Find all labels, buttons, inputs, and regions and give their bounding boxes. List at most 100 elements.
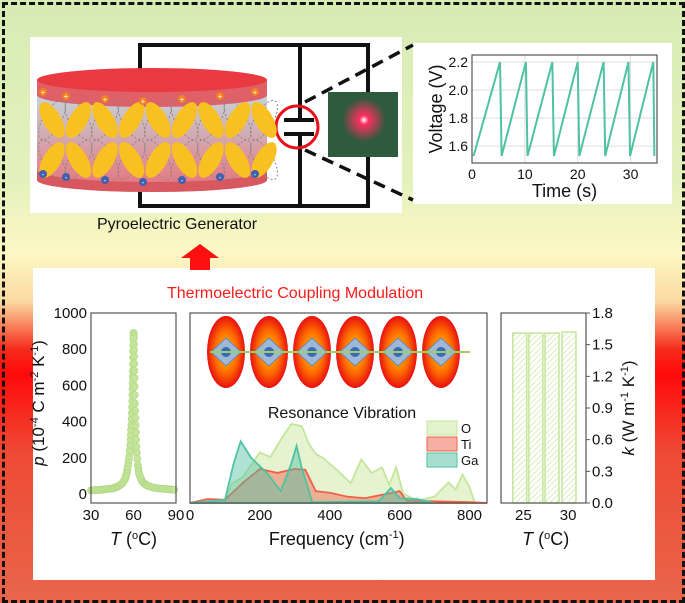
legend-swatch-ti [426,436,458,452]
plus-sign: + [218,92,223,101]
dipole [171,142,198,178]
series-o-area [189,422,477,504]
bar [561,331,577,504]
plus-sign: + [253,88,258,97]
data-point [130,367,139,375]
data-point [132,435,140,444]
x-tick-label: 25 [515,507,532,524]
negative-charge [178,176,186,184]
y-axis-label: Voltage (V) [426,64,446,153]
x-axis-label: Time (s) [532,181,597,201]
dipole [92,142,118,178]
dipole [39,142,65,178]
dipole [171,102,198,138]
legend-swatch-ga [426,452,458,468]
resonance-label: Resonance Vibration [268,405,416,422]
plus-sign: + [180,95,185,104]
plus-sign: + [141,97,146,106]
minus-sign: - [254,170,257,179]
bar [544,332,560,504]
y-tick-label: 2.0 [449,82,469,98]
data-point [130,391,139,399]
data-point [130,352,138,361]
x-tick-label: 600 [387,507,412,524]
led-photo [328,92,398,157]
minus-sign: - [42,170,45,179]
negative-charge [39,170,47,178]
negative-charge [216,173,224,181]
positive-charge [251,88,259,96]
series-ti-area [189,467,488,504]
bar [528,332,544,504]
data-point [131,406,140,415]
x-tick-label: 200 [247,507,272,524]
y-axis-label: p (10-4 C m-2 K-1) [29,340,48,467]
plot-frame [189,312,488,504]
plot-frame [90,312,177,504]
dipole [118,102,145,138]
minus-sign: - [219,173,222,182]
dipole [224,142,251,178]
dipole [39,102,65,138]
y-tick-label: 0.9 [592,400,613,417]
dipole [224,102,251,138]
legend-label: Ga [461,453,479,468]
negative-charge [101,176,109,184]
data-point [131,421,140,430]
x-tick-label: 60 [125,507,142,524]
y-tick-label: 1.8 [449,110,469,126]
dipole [65,142,92,178]
y-tick-label: 400 [62,414,87,431]
dipole [118,142,145,178]
legend-swatch-o [426,420,458,436]
data-point [130,359,139,368]
x-axis-label: T (oC) [110,529,157,549]
data-point [131,414,140,422]
dipole [92,102,118,138]
pyroelectric-disk: + + + + + + + - - - - - - - [37,68,278,192]
positive-charge [62,92,70,100]
x-tick-label: 0 [468,166,476,182]
pyroelectric-chart: 30 60 90 0 200 400 600 800 1000 T (oC) p (10-4 C m… [29,305,184,549]
bar [512,332,528,504]
zoom-dashed-lines [304,43,414,202]
phonon-dos-chart: Resonance Vibration 0 200 400 600 800 Frequenc… [186,312,488,549]
dipole [65,102,92,138]
y-tick-label: 2.2 [449,54,469,70]
up-arrow-icon [181,244,219,270]
plus-sign: + [41,88,46,97]
data-point [131,428,140,437]
plus-sign: + [64,92,69,101]
x-tick-label: 400 [317,507,342,524]
capacitor-highlight-circle [274,104,320,150]
bottom-title: Thermoelectric Coupling Modulation [167,285,424,302]
minus-sign: - [65,173,68,182]
dipole [145,142,171,178]
data-point [131,399,139,408]
x-tick-label: 90 [168,507,185,524]
dipole [251,142,277,178]
positive-charge [216,92,224,100]
y-tick-label: 0 [79,486,87,503]
dipole [251,102,277,138]
x-tick-label: 800 [457,507,482,524]
x-tick-label: 20 [570,166,586,182]
negative-charge [139,178,147,186]
y-tick-label: 0.3 [592,463,613,480]
x-axis-label: T (oC) [522,529,569,549]
x-tick-label: 30 [623,166,639,182]
plot-frame [471,54,658,164]
y-tick-label: 1.6 [449,138,469,154]
thermal-conductivity-chart: 25 30 0.0 0.3 0.6 0.9 1.2 1.5 1.8 T (oC) k (W m-1 … [500,305,638,549]
minus-sign: - [142,178,145,187]
plus-sign: + [103,95,108,104]
y-tick-label: 1.2 [592,368,613,385]
dipole [198,102,224,138]
generator-label: Pyroelectric Generator [97,216,258,233]
positive-charge [39,88,47,96]
y-tick-label: 1.5 [592,337,613,354]
x-tick-label: 30 [560,507,577,524]
positive-charge [178,95,186,103]
negative-charge [251,170,259,178]
